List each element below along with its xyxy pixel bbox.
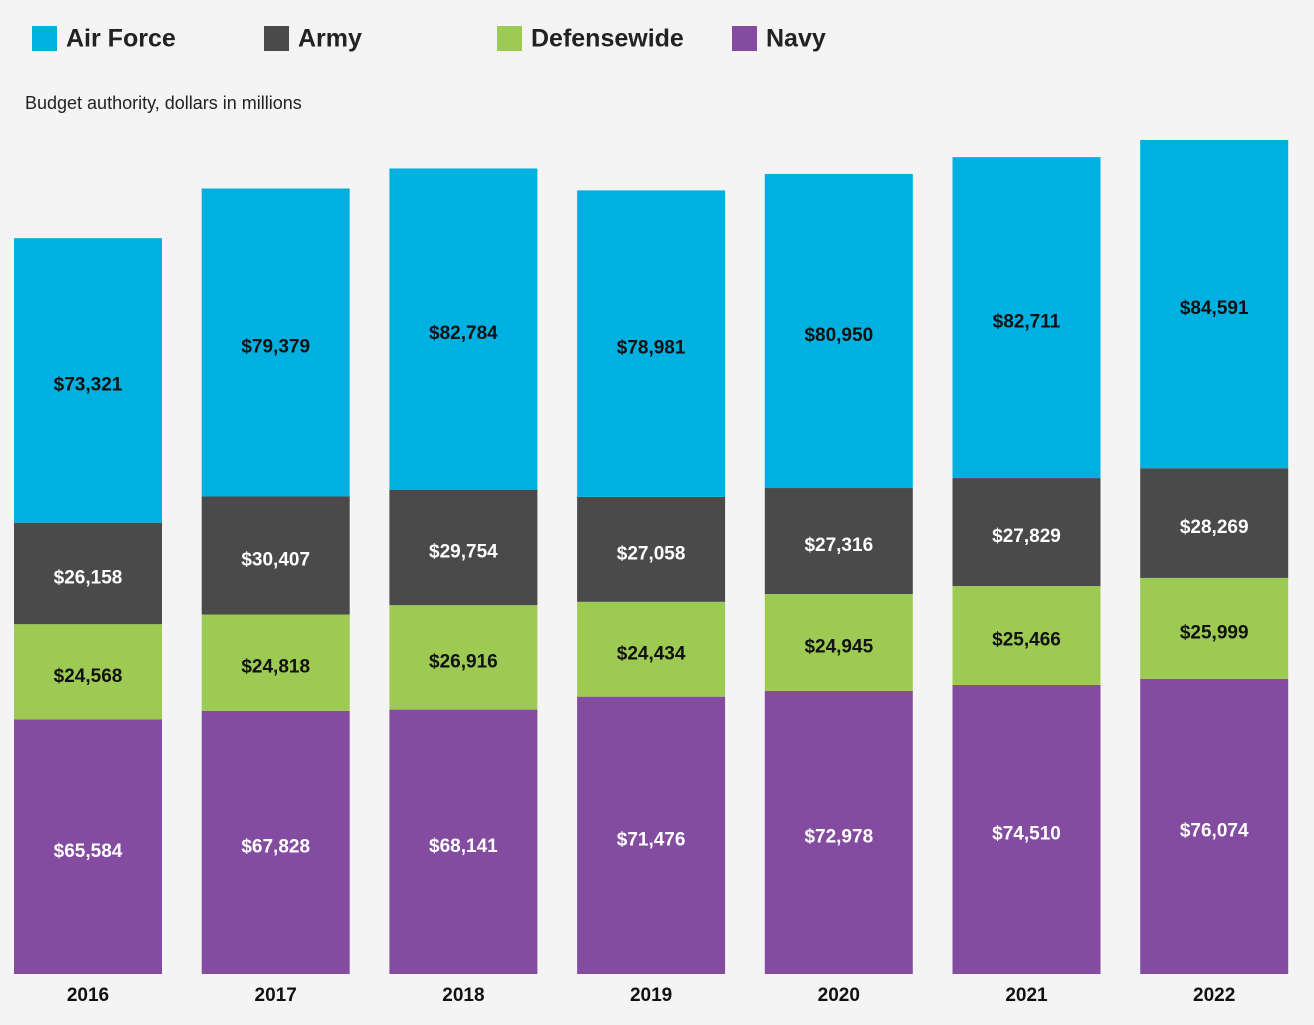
legend-label: Air Force xyxy=(66,25,176,53)
x-tick-label: 2016 xyxy=(67,985,109,1006)
bar-segment xyxy=(952,478,1101,587)
value-label: $24,568 xyxy=(54,666,123,687)
bar-segment xyxy=(1140,678,1289,974)
legend-swatch xyxy=(32,26,57,51)
bar-segment xyxy=(201,710,350,974)
bar-segment xyxy=(577,696,726,974)
x-tick-label: 2021 xyxy=(1005,985,1048,1006)
value-label: $27,829 xyxy=(992,526,1061,547)
value-label: $82,784 xyxy=(429,323,498,344)
value-label: $25,999 xyxy=(1180,622,1249,643)
bar-segment xyxy=(764,173,913,489)
legend-label: Navy xyxy=(766,25,826,53)
value-label: $26,916 xyxy=(429,651,498,672)
value-label: $71,476 xyxy=(617,829,686,850)
bar-segment xyxy=(577,190,726,497)
bar-segment xyxy=(201,496,350,615)
value-label: $79,379 xyxy=(241,337,310,358)
bar-segment xyxy=(389,489,538,606)
bar-segment xyxy=(577,601,726,697)
bar-segment xyxy=(577,496,726,602)
bar-segment xyxy=(389,605,538,710)
bar-segment xyxy=(764,594,913,691)
bar-segment xyxy=(14,238,162,523)
value-label: $67,828 xyxy=(241,836,310,857)
value-label: $72,978 xyxy=(804,826,873,847)
legend-swatch xyxy=(497,26,522,51)
x-tick-label: 2020 xyxy=(818,985,860,1006)
x-tick-label: 2019 xyxy=(630,985,672,1006)
bar-segment xyxy=(1140,140,1289,469)
bar-segment xyxy=(764,488,913,595)
bar-segment xyxy=(201,614,350,711)
value-label: $27,316 xyxy=(804,535,873,556)
value-label: $24,945 xyxy=(804,636,873,657)
value-label: $24,434 xyxy=(617,643,686,664)
bar-segment xyxy=(389,709,538,974)
value-label: $25,466 xyxy=(992,629,1061,650)
bar-segment xyxy=(389,168,538,490)
value-label: $80,950 xyxy=(804,325,873,346)
value-label: $28,269 xyxy=(1180,517,1249,538)
x-tick-label: 2018 xyxy=(442,985,484,1006)
value-label: $76,074 xyxy=(1180,820,1249,841)
value-label: $84,591 xyxy=(1180,298,1249,319)
value-label: $65,584 xyxy=(54,841,123,862)
value-label: $30,407 xyxy=(241,550,310,571)
subtitle: Budget authority, dollars in millions xyxy=(25,93,302,113)
bar-segment xyxy=(14,522,162,625)
bar-segment xyxy=(201,188,350,497)
legend-label: Defensewide xyxy=(531,25,684,53)
value-label: $82,711 xyxy=(993,312,1061,333)
value-label: $78,981 xyxy=(617,338,686,359)
value-label: $24,818 xyxy=(241,657,310,678)
value-label: $27,058 xyxy=(617,543,686,564)
bar-segment xyxy=(952,684,1101,974)
value-label: $29,754 xyxy=(429,541,498,562)
value-label: $74,510 xyxy=(992,823,1061,844)
value-label: $68,141 xyxy=(429,836,498,857)
legend-swatch xyxy=(732,26,757,51)
bar-segment xyxy=(1140,577,1289,679)
bar-segment xyxy=(952,586,1101,685)
bar-segment xyxy=(14,719,162,974)
x-tick-label: 2017 xyxy=(255,985,297,1006)
value-label: $73,321 xyxy=(54,374,123,395)
x-tick-label: 2022 xyxy=(1193,985,1235,1006)
legend-label: Army xyxy=(298,25,362,53)
bar-segment xyxy=(14,624,162,720)
legend-swatch xyxy=(264,26,289,51)
bar-segment xyxy=(1140,468,1289,578)
value-label: $26,158 xyxy=(54,567,123,588)
bar-segment xyxy=(952,157,1101,479)
bar-segment xyxy=(764,690,913,974)
